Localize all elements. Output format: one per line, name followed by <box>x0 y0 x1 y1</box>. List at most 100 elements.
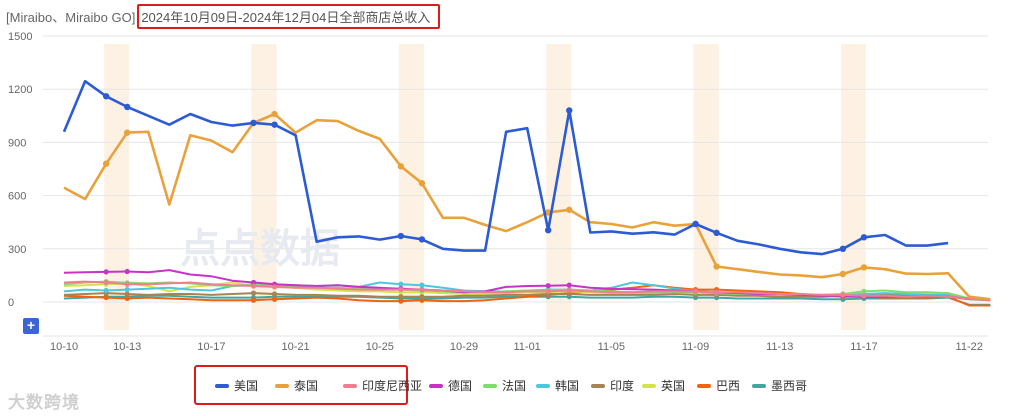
point-德国-11-03[interactable] <box>566 282 572 288</box>
point-泰国-10-12[interactable] <box>102 160 110 167</box>
weekend-band-1 <box>104 44 130 330</box>
legend-item-印度尼西亚[interactable]: 印度尼西亚 <box>343 377 422 394</box>
point-韩国-10-27[interactable] <box>419 282 425 288</box>
legend-item-德国[interactable]: 德国 <box>429 377 472 394</box>
point-巴西-10-12[interactable] <box>103 294 109 301</box>
point-韩国-10-26[interactable] <box>398 281 404 287</box>
x-tick-10-17: 10-17 <box>197 341 225 353</box>
legend-label: 德国 <box>448 379 473 393</box>
point-泰国-11-16[interactable] <box>839 270 847 278</box>
weekend-bands <box>104 44 866 330</box>
point-美国-10-26[interactable] <box>397 232 405 240</box>
legend-label: 印度尼西亚 <box>362 379 423 393</box>
x-tick-10-21: 10-21 <box>282 341 310 353</box>
point-印度尼西亚-11-02[interactable] <box>545 288 551 294</box>
legend: 美国 泰国 印度尼西亚 德国 法国 韩国 印度 英国 巴西 墨西哥 <box>0 370 1011 400</box>
point-美国-11-09[interactable] <box>692 220 699 228</box>
point-泰国-11-17[interactable] <box>860 264 868 271</box>
legend-item-法国[interactable]: 法国 <box>483 377 526 394</box>
point-巴西-10-20[interactable] <box>271 296 278 302</box>
point-韩国-10-13[interactable] <box>124 286 130 293</box>
point-印度尼西亚-10-20[interactable] <box>271 284 278 290</box>
point-泰国-10-13[interactable] <box>124 129 131 136</box>
legend-swatch <box>343 383 357 388</box>
point-印度-10-26[interactable] <box>398 294 404 300</box>
legend-swatch <box>697 383 711 388</box>
legend-swatch <box>642 383 656 388</box>
point-巴西-10-13[interactable] <box>124 295 130 302</box>
point-印度-10-20[interactable] <box>271 291 278 297</box>
x-tick-11-05: 11-05 <box>598 341 625 353</box>
y-tick-0: 0 <box>8 297 14 309</box>
point-美国-11-17[interactable] <box>860 234 868 241</box>
add-button[interactable]: + <box>23 318 39 334</box>
y-tick-600: 600 <box>8 191 26 203</box>
point-韩国-10-12[interactable] <box>103 287 109 294</box>
point-美国-10-12[interactable] <box>102 93 110 100</box>
point-巴西-10-19[interactable] <box>250 297 257 303</box>
point-印度-10-19[interactable] <box>250 290 257 296</box>
point-印度-10-27[interactable] <box>419 294 425 300</box>
weekend-band-4 <box>546 44 572 330</box>
point-印度尼西亚-11-10[interactable] <box>714 289 720 295</box>
point-美国-11-10[interactable] <box>713 229 720 237</box>
grid-lines <box>43 35 988 337</box>
legend-item-韩国[interactable]: 韩国 <box>536 377 579 394</box>
x-tick-11-13: 11-13 <box>766 341 793 353</box>
point-德国-11-02[interactable] <box>545 283 551 289</box>
legend-item-泰国[interactable]: 泰国 <box>275 377 318 394</box>
weekend-band-6 <box>840 44 866 330</box>
point-美国-11-03[interactable] <box>566 107 573 114</box>
point-印度尼西亚-10-27[interactable] <box>419 286 425 293</box>
point-印度尼西亚-10-12[interactable] <box>103 279 109 286</box>
legend-swatch <box>591 383 605 388</box>
point-德国-10-12[interactable] <box>103 269 109 275</box>
point-美国-10-27[interactable] <box>418 236 426 243</box>
point-法国-11-17[interactable] <box>861 288 867 294</box>
chart-title: 2024年10月09日-2024年12月04日全部商店总收入 <box>137 3 441 29</box>
point-泰国-11-03[interactable] <box>566 206 573 213</box>
legend-item-英国[interactable]: 英国 <box>642 377 685 394</box>
x-tick-10-13: 10-13 <box>113 341 141 353</box>
legend-label: 英国 <box>661 379 686 393</box>
y-tick-300: 300 <box>8 244 26 256</box>
point-美国-10-19[interactable] <box>250 119 257 127</box>
point-巴西-10-26[interactable] <box>398 298 404 304</box>
point-泰国-10-20[interactable] <box>271 110 278 118</box>
point-印度-10-13[interactable] <box>124 291 130 297</box>
y-axis-labels: 0 300 600 900 1200 1500 <box>8 31 32 309</box>
point-印度尼西亚-11-17[interactable] <box>861 293 867 299</box>
point-印度尼西亚-11-03[interactable] <box>566 287 572 294</box>
point-泰国-10-27[interactable] <box>418 179 426 187</box>
x-tick-10-29: 10-29 <box>450 341 478 353</box>
point-德国-10-13[interactable] <box>124 268 130 275</box>
weekend-band-3 <box>398 44 424 330</box>
legend-item-巴西[interactable]: 巴西 <box>697 377 740 394</box>
center-watermark: 点点数据 <box>180 227 340 271</box>
y-tick-900: 900 <box>8 137 26 149</box>
legend-highlight <box>194 365 408 405</box>
point-美国-11-16[interactable] <box>839 245 847 252</box>
point-印度尼西亚-11-09[interactable] <box>692 288 699 294</box>
x-tick-11-22: 11-22 <box>956 341 983 353</box>
y-tick-1200: 1200 <box>8 84 32 96</box>
point-印度尼西亚-10-13[interactable] <box>124 281 130 287</box>
point-美国-10-13[interactable] <box>124 103 131 111</box>
point-印度尼西亚-10-26[interactable] <box>398 286 404 293</box>
point-泰国-10-26[interactable] <box>397 163 405 170</box>
legend-item-印度[interactable]: 印度 <box>591 377 634 394</box>
point-印度尼西亚-10-19[interactable] <box>250 283 257 289</box>
legend-swatch <box>429 383 443 388</box>
point-泰国-11-10[interactable] <box>713 263 720 270</box>
legend-label: 墨西哥 <box>771 379 808 393</box>
x-tick-11-09: 11-09 <box>682 341 709 353</box>
x-tick-10-10: 10-10 <box>50 341 78 353</box>
point-美国-11-02[interactable] <box>545 226 552 234</box>
point-印度尼西亚-11-16[interactable] <box>840 292 846 298</box>
point-美国-10-20[interactable] <box>271 121 278 128</box>
legend-item-墨西哥[interactable]: 墨西哥 <box>752 377 807 394</box>
legend-item-美国[interactable]: 美国 <box>215 377 258 394</box>
legend-label: 泰国 <box>294 379 319 393</box>
series-line-泰国 <box>63 112 991 301</box>
legend-label: 巴西 <box>716 379 741 393</box>
